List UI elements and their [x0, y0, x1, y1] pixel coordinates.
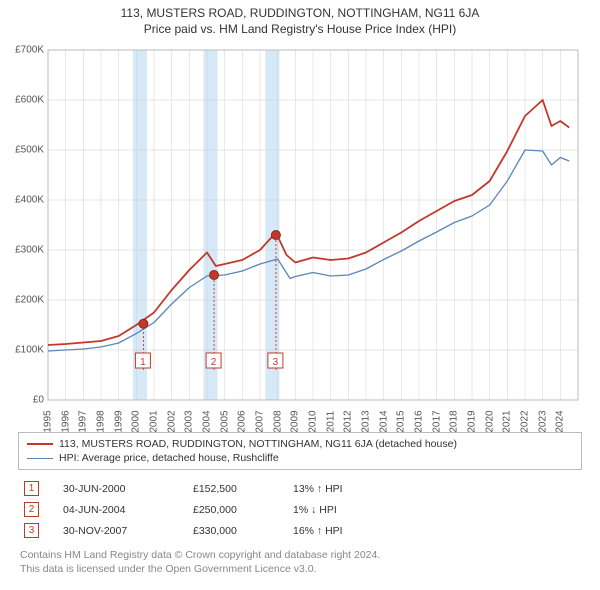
y-tick-label: £0	[33, 395, 44, 406]
sale-pct-1: 1% ↓ HPI	[293, 504, 403, 516]
y-tick-label: £100K	[15, 345, 44, 356]
title-line-2: Price paid vs. HM Land Registry's House …	[0, 22, 600, 36]
y-tick-label: £500K	[15, 145, 44, 156]
y-tick-label: £300K	[15, 245, 44, 256]
sale-callout-1: 2	[24, 502, 39, 517]
legend-label-1: HPI: Average price, detached house, Rush…	[59, 452, 279, 464]
y-tick-label: £600K	[15, 95, 44, 106]
x-tick-label: 2023	[537, 410, 548, 432]
x-tick-label: 1996	[60, 410, 71, 432]
sale-callout-2: 3	[24, 523, 39, 538]
x-tick-label: 2006	[237, 410, 248, 432]
sale-price-2: £330,000	[193, 525, 293, 537]
attribution-line-1: Contains HM Land Registry data © Crown c…	[20, 549, 582, 563]
x-tick-label: 2000	[131, 410, 142, 432]
x-tick-label: 2012	[343, 410, 354, 432]
x-tick-label: 2010	[308, 410, 319, 432]
sale-pct-0: 13% ↑ HPI	[293, 483, 403, 495]
x-tick-label: 2024	[555, 410, 566, 432]
title-line-1: 113, MUSTERS ROAD, RUDDINGTON, NOTTINGHA…	[0, 6, 600, 20]
sale-price-0: £152,500	[193, 483, 293, 495]
x-tick-label: 2022	[520, 410, 531, 432]
x-tick-label: 2003	[184, 410, 195, 432]
y-tick-label: £400K	[15, 195, 44, 206]
x-tick-label: 1998	[96, 410, 107, 432]
x-tick-label: 2007	[255, 410, 266, 432]
sale-row-2: 3 30-NOV-2007 £330,000 16% ↑ HPI	[18, 520, 582, 541]
chart-title-block: 113, MUSTERS ROAD, RUDDINGTON, NOTTINGHA…	[0, 0, 600, 36]
sale-pct-2: 16% ↑ HPI	[293, 525, 403, 537]
x-tick-label: 2013	[361, 410, 372, 432]
x-tick-label: 2018	[449, 410, 460, 432]
svg-text:2: 2	[211, 357, 217, 368]
x-tick-label: 2004	[202, 410, 213, 432]
sale-row-0: 1 30-JUN-2000 £152,500 13% ↑ HPI	[18, 478, 582, 499]
y-tick-label: £200K	[15, 295, 44, 306]
x-tick-label: 2011	[325, 411, 336, 433]
sale-row-1: 2 04-JUN-2004 £250,000 1% ↓ HPI	[18, 499, 582, 520]
legend-area: 113, MUSTERS ROAD, RUDDINGTON, NOTTINGHA…	[18, 432, 582, 576]
svg-text:1: 1	[140, 357, 146, 368]
x-tick-label: 2001	[149, 410, 160, 432]
sale-date-1: 04-JUN-2004	[63, 504, 193, 516]
x-tick-label: 2017	[431, 410, 442, 432]
x-tick-label: 2019	[467, 410, 478, 432]
attribution-line-2: This data is licensed under the Open Gov…	[20, 563, 582, 577]
series-legend: 113, MUSTERS ROAD, RUDDINGTON, NOTTINGHA…	[18, 432, 582, 470]
sales-rows: 1 30-JUN-2000 £152,500 13% ↑ HPI 2 04-JU…	[18, 478, 582, 541]
legend-row-1: HPI: Average price, detached house, Rush…	[27, 451, 573, 465]
chart-plot-area: 123 £0£100K£200K£300K£400K£500K£600K£700…	[48, 50, 578, 400]
x-tick-label: 2014	[378, 410, 389, 432]
x-tick-label: 2009	[290, 410, 301, 432]
legend-label-0: 113, MUSTERS ROAD, RUDDINGTON, NOTTINGHA…	[59, 438, 457, 450]
svg-text:3: 3	[273, 357, 279, 368]
x-tick-label: 2005	[219, 410, 230, 432]
legend-swatch-0	[27, 443, 53, 445]
sale-date-0: 30-JUN-2000	[63, 483, 193, 495]
attribution: Contains HM Land Registry data © Crown c…	[18, 549, 582, 576]
x-tick-label: 1999	[113, 410, 124, 432]
chart-svg: 1 2 3	[48, 50, 578, 400]
x-tick-label: 1995	[43, 410, 54, 432]
x-tick-label: 2020	[484, 410, 495, 432]
sale-callout-0: 1	[24, 481, 39, 496]
sale-price-1: £250,000	[193, 504, 293, 516]
x-tick-label: 1997	[78, 410, 89, 432]
x-tick-label: 2002	[166, 410, 177, 432]
x-tick-label: 2016	[414, 410, 425, 432]
x-tick-label: 2015	[396, 410, 407, 432]
legend-swatch-1	[27, 458, 53, 459]
x-tick-label: 2021	[502, 410, 513, 432]
legend-row-0: 113, MUSTERS ROAD, RUDDINGTON, NOTTINGHA…	[27, 437, 573, 451]
sale-date-2: 30-NOV-2007	[63, 525, 193, 537]
x-tick-label: 2008	[272, 410, 283, 432]
y-tick-label: £700K	[15, 45, 44, 56]
